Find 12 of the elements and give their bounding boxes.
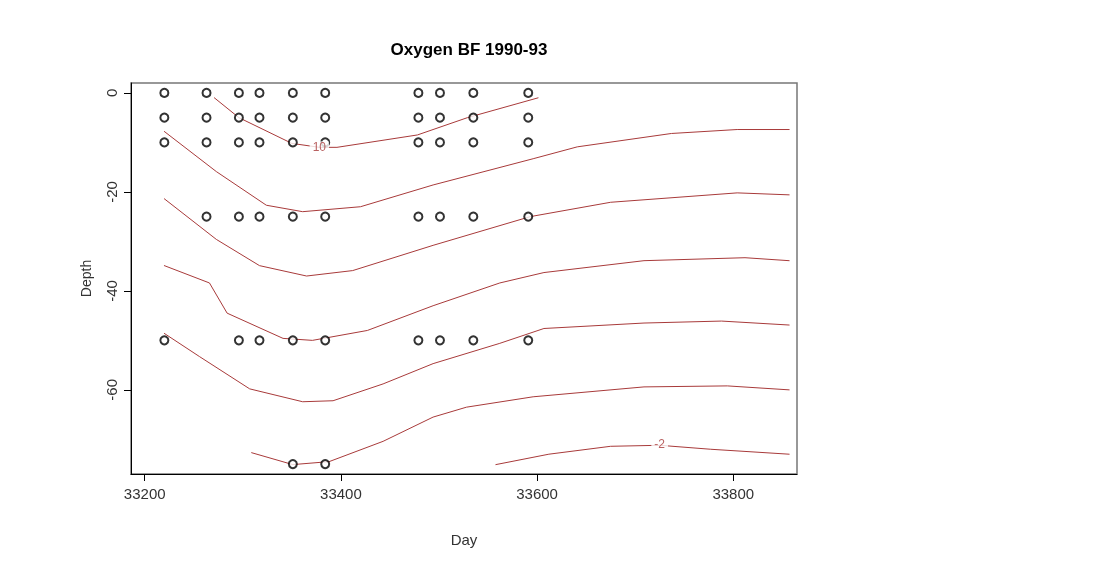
y-tick-label: -20 bbox=[103, 181, 120, 203]
x-tick-label: 33400 bbox=[320, 485, 362, 502]
y-axis-title: Depth bbox=[78, 259, 94, 298]
chart-title: Oxygen BF 1990-93 bbox=[390, 40, 548, 59]
y-tick-label: -40 bbox=[103, 280, 120, 302]
annotation: -2 bbox=[654, 437, 666, 452]
x-tick-label: 33200 bbox=[123, 485, 166, 502]
y-tick-label: -60 bbox=[103, 379, 120, 401]
x-tick-label: 33800 bbox=[712, 485, 755, 502]
x-axis-title: Day bbox=[450, 531, 478, 548]
x-tick-label: 33600 bbox=[516, 485, 558, 502]
y-tick-label: 0 bbox=[103, 88, 120, 98]
